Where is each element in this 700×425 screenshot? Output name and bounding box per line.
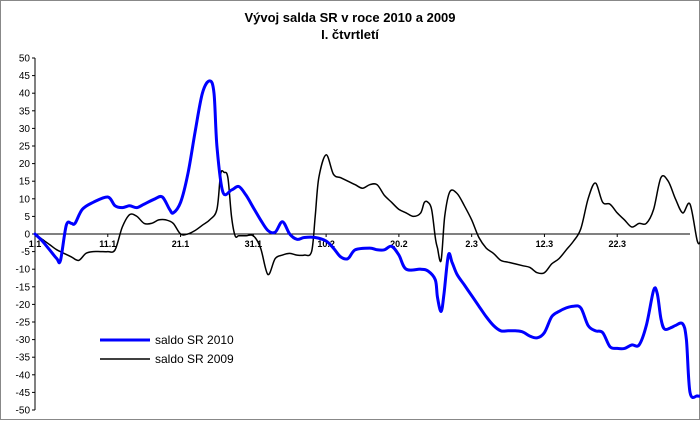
series-line-2010 — [33, 79, 700, 399]
y-tick-label: 50 — [19, 54, 31, 65]
y-tick-label: 0 — [24, 230, 30, 241]
y-tick-label: -25 — [16, 318, 31, 329]
y-tick-label: -5 — [21, 247, 30, 258]
y-tick-label: -35 — [16, 353, 31, 364]
x-tick-label: 20.2 — [390, 239, 408, 249]
y-tick-label: 30 — [19, 124, 31, 135]
y-tick-label: 40 — [19, 89, 31, 100]
x-tick-label: 22.3 — [608, 239, 626, 249]
y-tick-label: 20 — [19, 159, 31, 170]
y-tick-label: 5 — [24, 212, 30, 223]
x-tick-label: 10.2 — [317, 239, 335, 249]
x-tick-label: 21.1 — [172, 239, 190, 249]
series-line-2009 — [34, 154, 700, 276]
x-tick-label: 1.1 — [29, 239, 42, 249]
x-tick-label: 31.1 — [245, 239, 263, 249]
y-tick-label: 25 — [19, 142, 31, 153]
y-tick-label: 35 — [19, 106, 31, 117]
legend-label-2009: saldo SR 2009 — [155, 352, 234, 366]
y-tick-label: -10 — [16, 265, 31, 276]
legend-label-2010: saldo SR 2010 — [155, 333, 234, 347]
series-layer — [33, 79, 700, 399]
chart-title: Vývoj salda SR v roce 2010 a 2009 — [244, 10, 455, 25]
x-tick-label: 12.3 — [536, 239, 554, 249]
x-tick-label: 11.1 — [99, 239, 116, 249]
axes-layer: -50-45-40-35-30-25-20-15-10-505101520253… — [16, 54, 690, 417]
y-tick-label: 10 — [19, 194, 31, 205]
y-tick-label: -15 — [16, 282, 31, 293]
y-tick-label: -20 — [16, 300, 31, 311]
y-tick-label: -50 — [16, 406, 31, 417]
y-tick-label: -45 — [16, 388, 31, 399]
y-tick-label: 15 — [19, 177, 31, 188]
legend: saldo SR 2010 saldo SR 2009 — [100, 333, 234, 366]
chart-subtitle: I. čtvrtletí — [321, 27, 379, 42]
y-tick-label: -40 — [16, 370, 31, 381]
y-tick-label: 45 — [19, 71, 31, 82]
x-tick-label: 2.3 — [465, 239, 478, 249]
y-tick-label: -30 — [16, 335, 31, 346]
